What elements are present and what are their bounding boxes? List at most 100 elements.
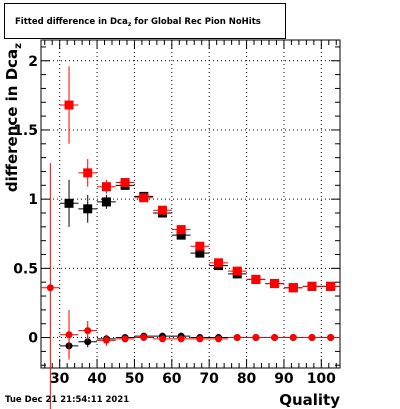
- square-marker: [251, 274, 261, 284]
- tick-labels-layer: 30 40 50 60 70 80 90 100 0 0.5 1 1.5 2: [13, 54, 336, 387]
- data-point: [283, 283, 303, 293]
- data-point: [115, 178, 135, 188]
- circle-marker: [271, 334, 279, 342]
- square-marker: [232, 266, 242, 276]
- square-marker: [288, 283, 298, 293]
- square-marker: [195, 241, 205, 251]
- x-axis-label: Quality: [279, 391, 340, 409]
- data-point: [115, 335, 135, 343]
- data-point: [246, 334, 266, 342]
- data-point: [246, 274, 266, 284]
- chart-title-suffix: for Global Rec Pion NoHits: [131, 17, 261, 27]
- data-point: [78, 159, 98, 187]
- circle-marker: [102, 336, 110, 344]
- square-marker: [64, 100, 74, 110]
- data-point: [321, 334, 340, 342]
- y-tick-label: 1.5: [13, 123, 38, 139]
- chart-title: Fitted difference in Dcaz for Global Rec…: [15, 17, 261, 28]
- x-tick-label: 40: [87, 371, 107, 387]
- data-point: [321, 281, 340, 291]
- circle-marker: [46, 284, 54, 292]
- y-tick-label: 0.5: [13, 261, 38, 277]
- data-point: [190, 248, 210, 258]
- data-point: [97, 334, 116, 346]
- square-marker: [120, 178, 130, 188]
- data-point: [78, 320, 98, 341]
- data-point: [78, 195, 98, 223]
- circle-marker: [65, 331, 73, 339]
- square-marker: [157, 205, 167, 215]
- grid-layer: [41, 40, 340, 368]
- data-point: [134, 193, 154, 203]
- data-point: [265, 334, 284, 342]
- square-marker: [195, 248, 205, 258]
- x-tick-label: 90: [274, 371, 294, 387]
- circle-marker: [196, 335, 204, 343]
- data-point: [227, 334, 247, 342]
- square-marker: [101, 182, 111, 192]
- x-tick-label: 30: [50, 371, 70, 387]
- square-marker: [307, 281, 317, 291]
- x-tick-label: 60: [162, 371, 182, 387]
- data-point: [302, 334, 322, 342]
- chart-title-subscript: z: [127, 21, 132, 28]
- circle-marker: [327, 334, 335, 342]
- y-axis-label: difference in Dcaz: [3, 43, 24, 192]
- square-marker: [176, 225, 186, 235]
- data-point: [171, 225, 191, 235]
- square-marker: [83, 204, 93, 214]
- square-marker: [83, 168, 93, 178]
- circle-marker: [233, 334, 241, 342]
- circle-marker: [177, 335, 185, 343]
- square-marker: [139, 193, 149, 203]
- circle-marker: [308, 334, 316, 342]
- data-point: [153, 205, 172, 215]
- data-point: [59, 66, 79, 144]
- data-layer: [41, 66, 340, 409]
- x-tick-label: 70: [199, 371, 219, 387]
- circle-marker: [252, 334, 260, 342]
- data-point: [283, 334, 303, 342]
- y-tick-label: 0: [28, 331, 38, 347]
- timestamp: Tue Dec 21 21:54:11 2021: [5, 395, 130, 405]
- data-point: [190, 335, 210, 343]
- y-axis-label-subscript: z: [13, 43, 24, 49]
- x-tick-label: 50: [125, 371, 145, 387]
- x-tick-label: 80: [237, 371, 257, 387]
- data-point: [302, 281, 322, 291]
- data-point: [59, 179, 79, 227]
- title-box: Fitted difference in Dcaz for Global Rec…: [4, 3, 286, 39]
- circle-marker: [215, 335, 223, 343]
- data-point: [97, 195, 116, 209]
- circle-marker: [121, 335, 129, 343]
- data-point: [227, 266, 247, 276]
- data-point: [134, 334, 154, 342]
- circle-marker: [84, 338, 92, 346]
- data-point: [265, 279, 284, 289]
- square-marker: [176, 230, 186, 240]
- data-point: [190, 241, 210, 251]
- data-point: [153, 335, 172, 343]
- circle-marker: [289, 334, 297, 342]
- square-marker: [270, 279, 280, 289]
- data-point: [41, 163, 60, 409]
- x-tick-label: 100: [307, 371, 336, 387]
- y-tick-label: 1: [28, 192, 38, 208]
- data-point: [171, 335, 191, 343]
- circle-marker: [158, 335, 166, 343]
- data-point: [209, 258, 228, 268]
- circle-marker: [140, 334, 148, 342]
- data-point: [97, 179, 116, 194]
- square-marker: [101, 197, 111, 207]
- data-point: [59, 309, 79, 360]
- plot-frame: [40, 39, 341, 369]
- circle-marker: [84, 327, 92, 335]
- y-tick-label: 2: [28, 54, 38, 70]
- ticks-layer: [41, 40, 340, 368]
- data-point: [209, 335, 228, 343]
- square-marker: [64, 198, 74, 208]
- square-marker: [326, 281, 336, 291]
- square-marker: [214, 258, 224, 268]
- chart-title-prefix: Fitted difference in Dca: [15, 17, 128, 27]
